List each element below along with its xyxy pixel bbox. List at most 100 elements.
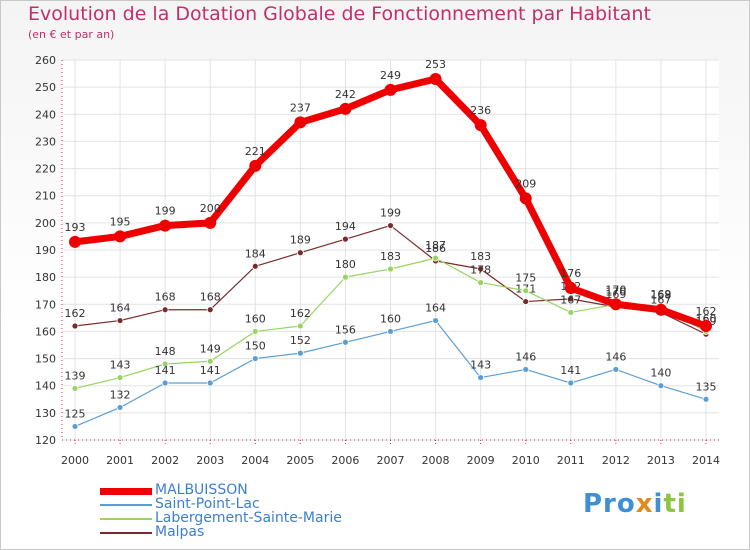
legend-item-labergement: Labergement-Sainte-Marie — [100, 510, 430, 526]
data-label: 148 — [155, 345, 176, 358]
data-point — [71, 385, 79, 392]
data-point — [161, 306, 169, 314]
x-tick-label: 2014 — [692, 454, 720, 467]
x-tick-label: 2008 — [422, 454, 450, 467]
y-tick-label: 140 — [35, 380, 56, 393]
data-label: 168 — [200, 291, 221, 304]
data-point — [612, 366, 620, 373]
data-label: 194 — [335, 220, 356, 233]
data-point — [477, 374, 485, 381]
data-point — [69, 235, 81, 248]
data-label: 221 — [245, 145, 266, 158]
x-tick-label: 2001 — [106, 454, 134, 467]
x-tick-label: 2006 — [331, 454, 359, 467]
y-tick-label: 130 — [35, 407, 56, 420]
y-tick-label: 190 — [35, 244, 56, 257]
data-label: 200 — [200, 202, 221, 215]
data-label: 152 — [290, 334, 311, 347]
x-tick-label: 2012 — [602, 454, 630, 467]
data-label: 162 — [696, 305, 717, 318]
data-point — [71, 322, 79, 330]
data-point — [204, 216, 217, 229]
y-tick-label: 160 — [35, 325, 56, 338]
data-point — [206, 379, 214, 387]
data-point — [114, 230, 127, 243]
data-point — [654, 303, 667, 316]
data-label: 209 — [515, 177, 536, 190]
data-point — [387, 328, 394, 335]
x-tick-label: 2004 — [241, 454, 269, 467]
data-point — [251, 262, 259, 270]
x-tick-label: 2009 — [467, 454, 495, 467]
data-label: 150 — [245, 340, 266, 353]
data-label: 183 — [380, 250, 401, 263]
data-point — [116, 317, 124, 324]
legend-label-saint-point-lac: Saint-Point-Lac — [155, 496, 260, 512]
data-point — [296, 349, 304, 357]
data-label: 193 — [65, 221, 86, 234]
data-point — [296, 322, 304, 330]
data-point — [657, 382, 665, 390]
data-label: 175 — [515, 272, 536, 285]
data-label: 135 — [696, 380, 717, 393]
y-tick-label: 180 — [35, 271, 56, 284]
y-tick-label: 210 — [35, 190, 56, 203]
data-label: 236 — [470, 104, 491, 117]
data-label: 176 — [560, 267, 581, 280]
y-tick-label: 230 — [35, 135, 56, 148]
x-tick-label: 2010 — [512, 454, 540, 467]
data-point — [116, 374, 124, 381]
data-point — [339, 102, 352, 115]
data-label: 149 — [200, 342, 221, 355]
data-point — [519, 192, 532, 205]
legend-label-malbuisson: MALBUISSON — [155, 482, 248, 498]
data-point — [702, 395, 710, 403]
data-label: 160 — [380, 312, 401, 325]
data-label: 169 — [650, 288, 671, 301]
data-point — [432, 317, 439, 324]
data-label: 164 — [110, 302, 131, 315]
data-point — [206, 357, 214, 365]
data-point — [477, 279, 485, 286]
y-tick-label: 250 — [35, 81, 56, 94]
data-label: 170 — [605, 285, 626, 298]
data-point — [609, 298, 622, 311]
data-label: 125 — [65, 407, 86, 420]
data-label: 199 — [380, 207, 401, 220]
legend-swatch-malpas — [100, 532, 152, 534]
data-label: 146 — [515, 350, 536, 363]
data-point — [71, 423, 79, 430]
data-point — [567, 379, 575, 387]
data-point — [522, 366, 530, 373]
data-point — [522, 298, 530, 305]
data-point — [474, 119, 487, 132]
data-label: 156 — [335, 323, 356, 336]
data-label: 160 — [245, 312, 266, 325]
data-point — [342, 338, 349, 346]
data-point — [522, 287, 530, 295]
data-label: 168 — [650, 289, 671, 302]
data-point — [564, 282, 577, 294]
legend-swatch-labergement — [100, 518, 152, 520]
legend-label-labergement: Labergement-Sainte-Marie — [155, 510, 342, 526]
data-label: 237 — [290, 101, 311, 114]
proxiti-logo: Proxiti — [583, 489, 687, 519]
data-point — [294, 116, 307, 129]
y-tick-label: 200 — [35, 217, 56, 230]
chart-title: Evolution de la Dotation Globale de Fonc… — [28, 3, 651, 25]
data-point — [384, 83, 397, 96]
x-tick-label: 2002 — [151, 454, 179, 467]
x-tick-label: 2013 — [647, 454, 675, 467]
data-label: 187 — [425, 239, 446, 252]
x-tick-label: 2000 — [61, 454, 89, 467]
legend-swatch-saint-point-lac — [100, 504, 152, 506]
data-label: 183 — [470, 250, 491, 263]
data-point — [567, 309, 575, 316]
data-point — [700, 320, 712, 332]
data-point — [342, 273, 349, 281]
data-label: 178 — [470, 264, 491, 277]
data-label: 186 — [425, 242, 446, 255]
data-point — [251, 328, 259, 335]
data-point — [161, 360, 169, 368]
